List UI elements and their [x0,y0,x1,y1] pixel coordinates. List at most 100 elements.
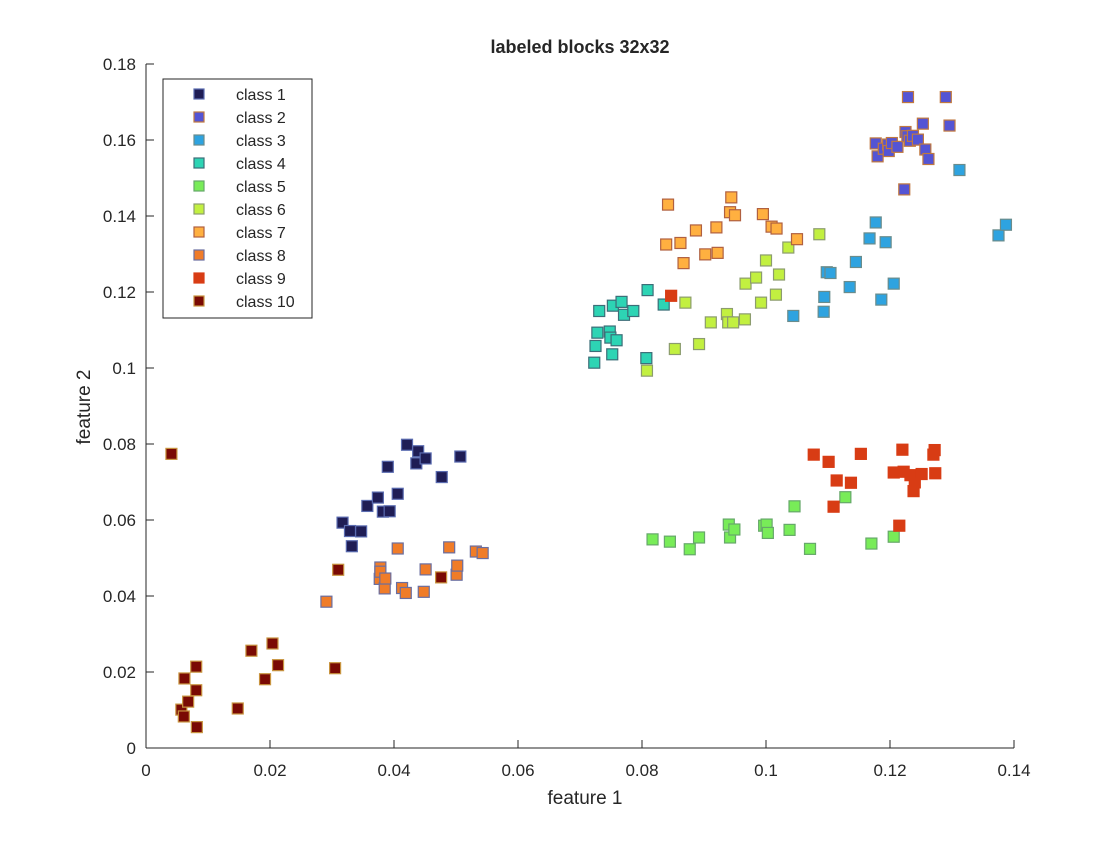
data-point [657,298,670,311]
data-point [879,236,892,249]
data-point [443,541,456,554]
data-point [790,233,804,246]
data-point [383,505,396,518]
data-point [704,316,717,329]
series-3 [787,163,1013,323]
legend-marker [193,134,205,146]
data-point [190,684,203,697]
series-1 [336,438,467,553]
legend-marker [193,249,205,261]
data-point [803,542,817,555]
data-point [683,543,696,556]
data-point [711,246,724,259]
data-point [865,537,878,550]
x-axis-label: feature 1 [548,788,623,809]
series-2 [869,90,956,196]
data-point [875,293,888,306]
data-point [916,117,929,130]
data-point [400,438,414,451]
data-point [391,542,404,555]
legend-marker [193,226,205,238]
y-tick-label: 0.08 [103,435,136,454]
data-point [336,516,349,529]
data-point [165,447,178,460]
legend-marker [193,157,205,169]
data-point [343,524,357,538]
data-point [454,450,467,463]
data-point [345,540,358,553]
chart-title: labeled blocks 32x32 [490,37,669,57]
data-point [412,445,425,458]
y-axis-label: feature 2 [74,370,95,445]
data-point [699,248,712,261]
data-point [887,277,900,290]
data-point [943,119,956,132]
data-point [738,313,752,326]
data-point [451,559,464,572]
legend: class 1 class 2 class 3 class 4 class 5 class… [162,78,313,319]
legend-marker [193,88,205,100]
y-tick-label: 0 [127,739,136,758]
y-tick-label: 0.14 [103,207,136,226]
data-point [679,296,692,309]
data-point [692,531,706,544]
data-point [641,284,654,297]
data-point [182,695,195,708]
y-tick-label: 0.12 [103,283,136,302]
data-point [869,216,882,229]
data-point [759,254,773,267]
y-tick-label: 0.16 [103,131,136,150]
data-point [591,326,604,339]
data-point [739,277,752,290]
data-point [824,266,837,280]
data-point [399,586,412,600]
data-points [165,90,1013,734]
data-point [178,672,191,685]
data-point [258,673,272,686]
series-5 [646,491,900,556]
data-point [787,309,800,323]
data-point [772,268,786,281]
legend-box [162,78,313,319]
data-point [190,720,203,734]
data-point [610,334,623,347]
data-point [887,530,900,543]
data-point [727,316,740,329]
data-point [915,467,928,481]
data-point [822,455,835,468]
data-point [896,443,909,456]
x-tick-label: 0.14 [997,761,1030,780]
data-point [177,710,190,723]
data-point [999,218,1013,231]
data-point [929,467,942,480]
axes-frame [145,64,1014,749]
data-point [992,229,1005,242]
series-9 [665,289,942,532]
data-point [379,572,392,585]
data-point [953,163,966,177]
axis-ticks: 0 0.02 0.04 0.06 0.08 0.1 0.12 0.14 0 0.02 0.04 0.0… [103,55,1031,780]
series-6 [640,228,826,377]
x-tick-label: 0.02 [253,761,286,780]
legend-label: class 1 [236,87,286,104]
series-10 [165,447,448,734]
x-tick-label: 0.12 [873,761,906,780]
data-point [891,140,904,153]
data-point [663,535,677,548]
data-point [640,364,654,377]
data-point [381,460,394,473]
legend-label: class 2 [236,110,286,127]
data-point [770,222,783,235]
legend-label: class 4 [236,156,286,173]
data-point [911,133,925,146]
data-point [355,525,368,538]
x-tick-label: 0.06 [501,761,534,780]
data-point [817,305,830,318]
data-point [854,447,867,460]
y-tick-label: 0.06 [103,511,136,530]
data-point [761,526,774,540]
legend-label: class 3 [236,133,286,150]
data-point [893,519,906,532]
data-point [788,500,801,513]
